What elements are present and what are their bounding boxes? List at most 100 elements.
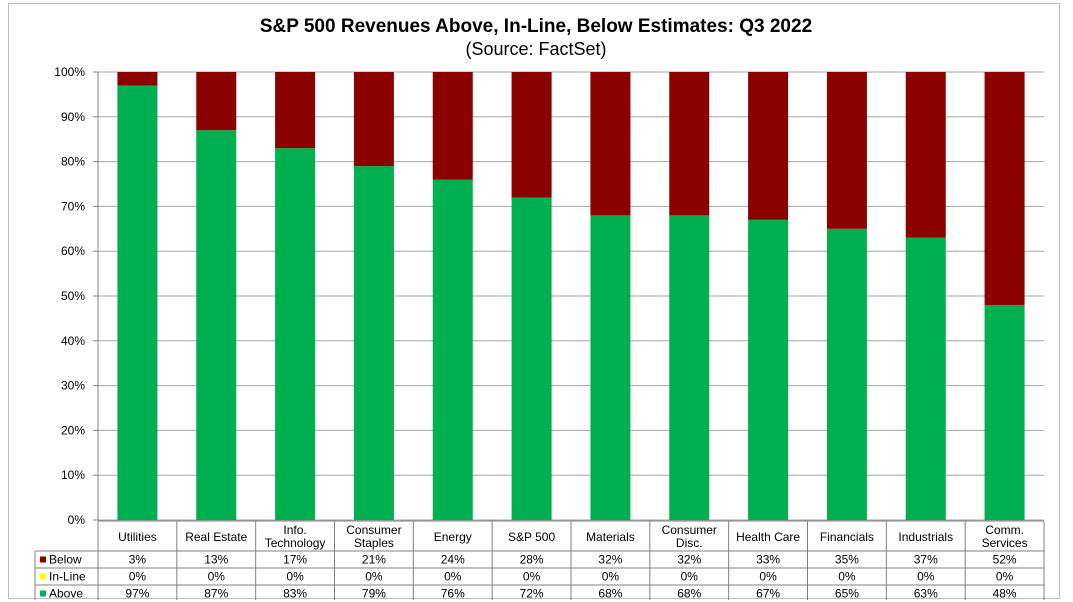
bar-segment-below [353,72,394,167]
category-label: Financials [820,530,874,544]
y-tick-label: 10% [61,468,85,482]
chart-frame: S&P 500 Revenues Above, In-Line, Below E… [8,3,1060,601]
data-label: 68% [598,587,622,601]
data-label: 52% [993,553,1017,567]
bar-segment-above [196,130,237,520]
bar-segment-above [984,304,1025,520]
data-label: 13% [204,553,228,567]
y-axis: 0% 10% 20% 30% 40% 50% 60% 70% 80% 90% 100% [54,65,99,527]
bar-segment-above [353,166,394,520]
y-tick-label: 90% [61,110,85,124]
bar-segment-above [669,215,710,521]
y-tick-label: 0% [68,513,86,527]
bar-segment-below [905,72,946,238]
category-label: Info. [283,523,306,537]
bar-segment-above [117,85,158,520]
data-label: 0% [444,570,462,584]
bar-segment-above [748,219,789,520]
y-tick-label: 50% [61,289,85,303]
chart-title: S&P 500 Revenues Above, In-Line, Below E… [260,16,812,37]
data-label: 68% [677,587,701,601]
data-label: 0% [365,570,383,584]
stacked-bar-chart: S&P 500 Revenues Above, In-Line, Below E… [34,16,1045,601]
category-label: S&P 500 [508,530,555,544]
legend-key-in-line [40,573,46,580]
data-label: 65% [835,587,859,601]
category-label: Technology [265,536,326,550]
data-label: 3% [129,553,147,567]
category-label: Materials [586,530,635,544]
category-label: Health Care [736,530,800,544]
category-label: Utilities [118,530,157,544]
data-label: 63% [914,587,938,601]
bar-segment-below [826,72,867,229]
bar-segment-below [669,72,710,216]
gridlines [98,71,1044,521]
data-label: 24% [441,553,465,567]
data-label: 0% [523,570,541,584]
data-label: 0% [917,570,935,584]
legend-label: Below [49,553,82,567]
data-label: 76% [441,587,465,601]
category-label: Real Estate [185,530,247,544]
data-label: 28% [520,553,544,567]
bar-segment-below [984,72,1025,305]
data-label: 0% [602,570,620,584]
category-label: Consumer [662,523,717,537]
y-tick-label: 40% [61,334,85,348]
data-label: 17% [283,553,307,567]
data-label: 72% [520,587,544,601]
data-label: 83% [283,587,307,601]
bar-segment-above [511,197,552,520]
data-label: 0% [681,570,699,584]
data-label: 32% [677,553,701,567]
category-label: Consumer [346,523,401,537]
data-label: 0% [129,570,147,584]
y-tick-label: 30% [61,379,85,393]
bar-segment-below [196,72,237,131]
y-tick-label: 100% [54,65,85,79]
bar-segment-above [590,215,631,521]
bar-segment-below [117,72,158,86]
legend-label: Above [49,587,83,601]
data-label: 0% [759,570,777,584]
bar-segment-below [432,72,473,180]
bar-segment-below [590,72,631,216]
data-label: 87% [204,587,228,601]
category-label: Staples [354,536,394,550]
category-label: Comm. [985,523,1024,537]
bar-segment-below [511,72,552,198]
category-label: Energy [434,530,472,544]
bars [117,72,1025,521]
data-label: 67% [756,587,780,601]
data-label: 35% [835,553,859,567]
y-tick-label: 70% [61,199,85,213]
bar-segment-above [905,237,946,520]
legend-key-below [40,556,46,563]
bar-segment-above [275,148,316,520]
data-label: 97% [125,587,149,601]
data-label: 0% [996,570,1014,584]
data-label: 33% [756,553,780,567]
data-label: 0% [208,570,226,584]
data-label: 37% [914,553,938,567]
bar-segment-above [432,179,473,520]
data-label: 79% [362,587,386,601]
y-tick-label: 80% [61,155,85,169]
data-label: 0% [286,570,304,584]
bar-segment-below [275,72,316,149]
data-table: Utilities Real Estate Info.Technology Consu… [34,520,1045,601]
legend-key-above [40,590,46,597]
data-label: 21% [362,553,386,567]
bar-segment-above [826,228,867,521]
y-tick-label: 60% [61,244,85,258]
data-label: 32% [598,553,622,567]
chart-subtitle: (Source: FactSet) [465,39,606,59]
data-label: 48% [993,587,1017,601]
y-tick-label: 20% [61,423,85,437]
bar-segment-below [748,72,789,220]
legend-label: In-Line [49,570,86,584]
category-label: Disc. [676,536,703,550]
data-label: 0% [838,570,856,584]
category-label: Services [982,536,1028,550]
